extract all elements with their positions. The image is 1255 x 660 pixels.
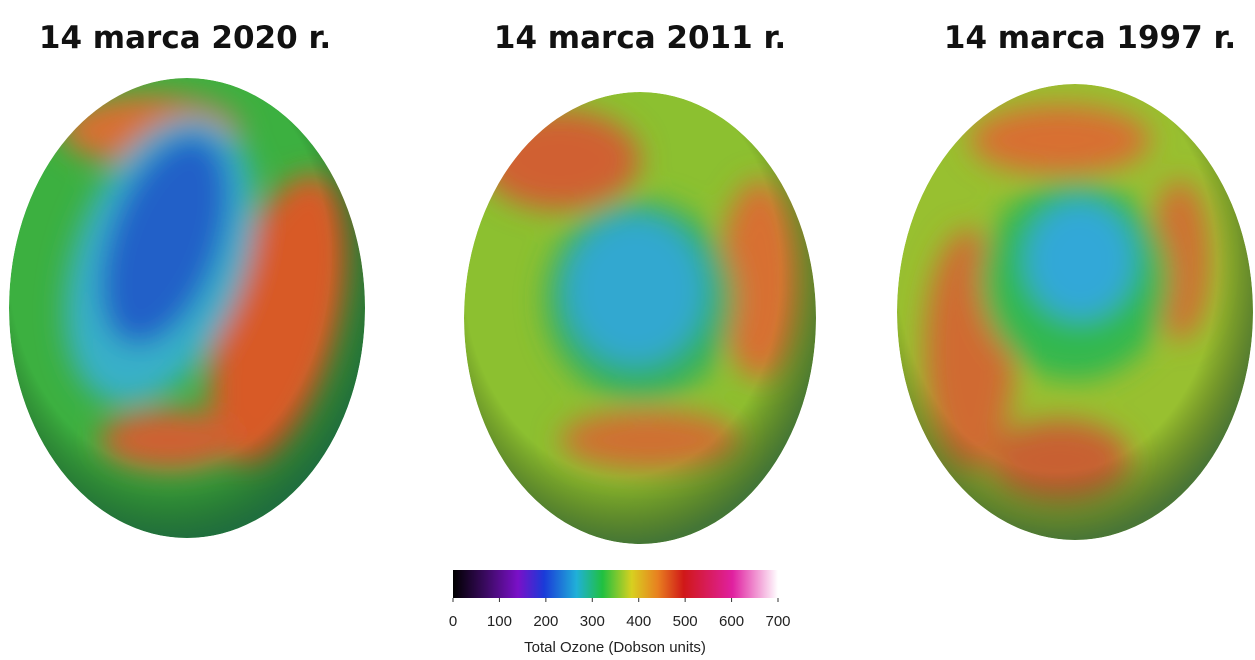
globe-1997 <box>897 84 1253 540</box>
panel-title: 14 marca 2020 r. <box>39 20 331 56</box>
tick-label: 400 <box>626 613 651 630</box>
colorbar-gradient <box>453 570 778 598</box>
colorbar-label: Total Ozone (Dobson units) <box>524 639 706 656</box>
tick-label: 600 <box>719 613 744 630</box>
globe-2011 <box>464 92 816 544</box>
panel-title: 14 marca 1997 r. <box>944 20 1236 56</box>
page: 14 marca 2020 r. 14 marca 2011 r. 14 mar… <box>0 0 1255 660</box>
tick-label: 100 <box>487 613 512 630</box>
tick-label: 300 <box>580 613 605 630</box>
tick-label: 0 <box>449 613 457 630</box>
tick-label: 200 <box>533 613 558 630</box>
panel-title: 14 marca 2011 r. <box>494 20 786 56</box>
tick-label: 700 <box>765 613 790 630</box>
colorbar: Total Ozone (Dobson units) 0 100 200 300 400… <box>449 570 791 656</box>
globe-2020 <box>9 78 377 538</box>
tick-label: 500 <box>673 613 698 630</box>
